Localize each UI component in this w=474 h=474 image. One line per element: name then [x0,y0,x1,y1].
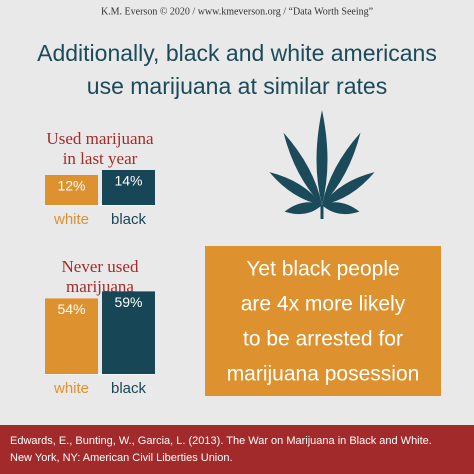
title: use marijuana at similar rates [87,73,387,99]
source: New York, NY: American Civil Liberties U… [10,452,233,464]
chart-title: Used marijuana [46,129,154,148]
category-label: white [53,211,89,228]
leaflet [283,132,322,205]
bar [45,175,98,205]
bar [102,170,155,205]
footer [0,425,474,474]
callout-text: marijuana posession [227,363,420,386]
credit: K.M. Everson © 2020 / www.kmeverson.org … [101,6,373,17]
value-label: 54% [57,301,85,317]
value-label: 59% [114,294,142,310]
source: Edwards, E., Bunting, W., Garcia, L. (20… [10,435,432,447]
leaflet [269,172,322,205]
callout-text: Yet black people [246,258,399,281]
chart-title: in last year [63,149,138,168]
leaflet [322,172,375,205]
leaflet [322,132,361,205]
value-label: 14% [114,173,142,189]
category-label: black [111,211,147,228]
title: Additionally, black and white americans [37,40,437,66]
leaflet [322,202,360,215]
value-label: 12% [57,178,85,194]
category-label: black [111,380,147,397]
callout-text: to be arrested for [243,328,403,351]
chart-title: marijuana [66,277,134,296]
callout-box [205,246,441,396]
leaflet [316,110,328,205]
bar [45,298,98,374]
callout-text: are 4x more likely [241,293,406,316]
leaflet [284,202,322,215]
bar [102,291,155,374]
leaf-icon [269,110,375,219]
chart-title: Never used [62,257,139,276]
stem [320,205,324,219]
category-label: white [53,380,89,397]
